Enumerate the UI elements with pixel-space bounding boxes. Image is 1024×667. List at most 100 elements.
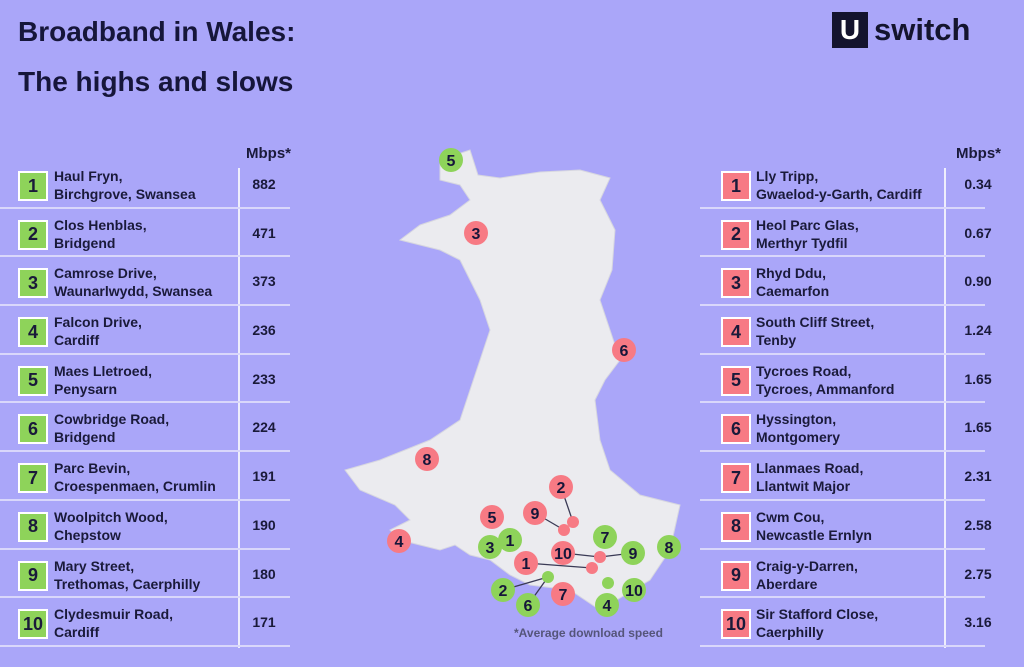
fastest-map-pin (595, 593, 619, 617)
row-divider (700, 450, 985, 453)
row-divider (0, 547, 290, 550)
map-pin-label: 7 (559, 587, 568, 604)
rank-badge: 2 (20, 221, 46, 248)
slowest-map-pin (551, 541, 575, 565)
table-row: 9 Mary Street, Trethomas, Caerphilly 180 (0, 550, 290, 599)
table-row: 5 Maes Lletroed, Penysarn 233 (0, 355, 290, 404)
map-pin-label: 5 (447, 153, 456, 170)
town: Croespenmaen, Crumlin (54, 478, 216, 495)
street: Hyssington, (756, 411, 837, 428)
row-divider (700, 401, 985, 404)
location-name: Maes Lletroed, Penysarn (54, 362, 152, 398)
location-name: Clydesmuir Road, Cardiff (54, 605, 173, 641)
location-name: Parc Bevin, Croespenmaen, Crumlin (54, 459, 216, 495)
speed-value: 2.75 (964, 565, 992, 582)
location-name: Woolpitch Wood, Chepstow (54, 508, 168, 544)
fastest-map-pin (439, 148, 463, 172)
street: Woolpitch Wood, (54, 508, 168, 525)
fastest-table: 1 Haul Fryn, Birchgrove, Swansea 882 2 Cl… (0, 160, 290, 647)
rank-badge: 9 (20, 562, 46, 589)
table-row: 9 Craig-y-Darren, Aberdare 2.75 (700, 550, 992, 599)
row-divider (0, 450, 290, 453)
location-name: Clos Henblas, Bridgend (54, 216, 147, 252)
location-name: Sir Stafford Close, Caerphilly (756, 605, 878, 641)
street: Clos Henblas, (54, 216, 147, 233)
speed-value: 373 (252, 273, 276, 290)
speed-value: 236 (252, 322, 276, 339)
speed-value: 1.24 (964, 322, 992, 339)
speed-value: 190 (252, 516, 276, 533)
table-row: 6 Cowbridge Road, Bridgend 224 (0, 403, 290, 453)
uswitch-logo: U switch (832, 12, 970, 48)
speed-value: 171 (252, 614, 276, 631)
wales-outline (344, 149, 681, 611)
row-divider (700, 547, 985, 550)
row-divider (700, 498, 985, 501)
speed-value: 1.65 (964, 419, 992, 436)
location-name: Heol Parc Glas, Merthyr Tydfil (756, 216, 859, 252)
row-divider (0, 352, 290, 355)
title-line-2: The highs and slows (18, 66, 294, 97)
rank-badge: 7 (20, 465, 46, 492)
table-row: 5 Tycroes Road, Tycroes, Ammanford 1.65 (700, 355, 992, 404)
fastest-map-pin (593, 525, 617, 549)
table-row: 6 Hyssington, Montgomery 1.65 (700, 403, 992, 453)
rank-badge: 4 (20, 319, 46, 346)
divider (238, 168, 240, 648)
table-row: 3 Camrose Drive, Waunarlwydd, Swansea 373 (0, 257, 290, 307)
table-row: 7 Parc Bevin, Croespenmaen, Crumlin 191 (0, 452, 290, 501)
town: Gwaelod-y-Garth, Cardiff (756, 186, 922, 202)
speed-value: 0.34 (964, 176, 992, 192)
town: Cardiff (54, 332, 100, 349)
street: Llanmaes Road, (756, 460, 864, 477)
location-dot (594, 551, 606, 563)
rank-badge: 8 (20, 513, 46, 540)
location-name: Tycroes Road, Tycroes, Ammanford (756, 362, 894, 398)
speed-value: 3.16 (964, 614, 992, 631)
fastest-unit-header: Mbps* (246, 145, 291, 162)
table-row: 4 Falcon Drive, Cardiff 236 (0, 306, 290, 355)
street: Falcon Drive, (54, 314, 142, 331)
town: Montgomery (756, 429, 840, 446)
location-name: Cwm Cou, Newcastle Ernlyn (756, 508, 872, 544)
rank-badge: 4 (723, 319, 749, 346)
map-pin-label: 4 (395, 534, 404, 551)
street: Lly Tripp, (756, 168, 819, 184)
map-pin-label: 6 (524, 598, 533, 615)
slowest-unit-header: Mbps* (956, 145, 1001, 162)
map-pin-label: 3 (472, 226, 481, 243)
row-divider (0, 644, 290, 647)
location-name: Rhyd Ddu, Caemarfon (756, 264, 829, 300)
table-row: 10 Clydesmuir Road, Cardiff 171 (0, 598, 290, 647)
row-divider (700, 596, 985, 599)
slowest-table: 1 Lly Tripp, Gwaelod-y-Garth, Cardiff 0.3… (700, 160, 992, 647)
map-pin-label: 1 (506, 533, 515, 550)
location-dot (586, 562, 598, 574)
slowest-map-pin (480, 505, 504, 529)
fastest-map-pin (491, 578, 515, 602)
street: Sir Stafford Close, (756, 606, 879, 623)
location-name: Craig-y-Darren, Aberdare (756, 557, 858, 593)
map-pin-label: 1 (522, 556, 531, 573)
map-pin-label: 9 (629, 546, 638, 563)
speed-value: 233 (252, 370, 276, 387)
street: Mary Street, (54, 557, 135, 574)
town: Penysarn (54, 380, 118, 397)
rank-badge: 5 (20, 367, 46, 394)
location-name: Llanmaes Road, Llantwit Major (756, 459, 863, 495)
rank-badge: 8 (723, 513, 749, 540)
location-name: Lly Tripp, Gwaelod-y-Garth, Cardiff (756, 167, 922, 203)
street: Tycroes Road, (756, 362, 852, 379)
slowest-map-pin (514, 551, 538, 575)
map-pin-label: 10 (554, 546, 572, 563)
footnote: *Average download speed (514, 626, 663, 640)
town: Aberdare (756, 575, 818, 592)
map-pin-label: 7 (601, 530, 610, 547)
row-divider (700, 304, 985, 307)
speed-value: 471 (252, 224, 276, 241)
town: Caemarfon (756, 283, 830, 300)
town: Llantwit Major (756, 478, 851, 495)
row-divider (0, 304, 290, 307)
